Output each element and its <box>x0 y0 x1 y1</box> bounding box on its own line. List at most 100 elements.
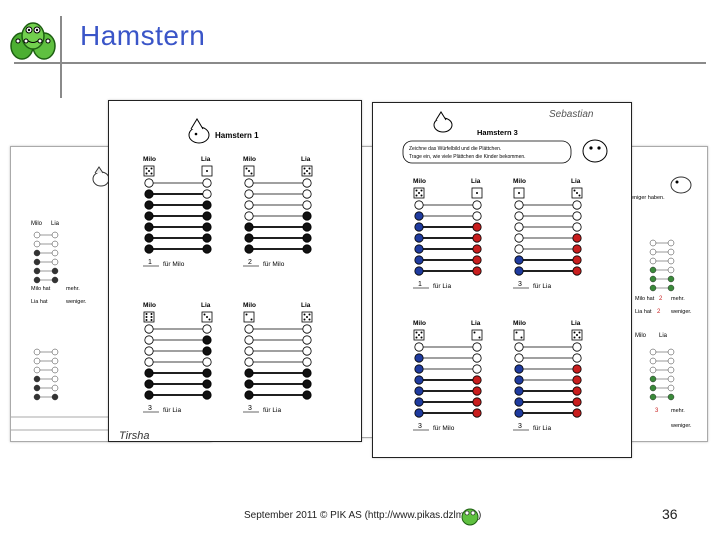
bg-counter <box>649 248 657 256</box>
die-pip <box>303 172 306 175</box>
counter-right <box>202 324 212 334</box>
child-name-left: Milo <box>513 178 526 185</box>
counter-right <box>302 368 312 378</box>
child-name-left: Milo <box>143 156 156 163</box>
bg-counter <box>667 266 675 274</box>
die-box <box>243 311 255 323</box>
counter-right <box>472 364 482 374</box>
page-number: 36 <box>662 506 678 522</box>
counter-left <box>244 379 254 389</box>
die-pip <box>473 331 476 334</box>
counter-left <box>144 189 154 199</box>
bg-left-label: weniger. <box>65 299 87 305</box>
counter-left <box>414 222 424 232</box>
bg-left-label: Milo <box>31 221 43 227</box>
counter-right <box>472 375 482 385</box>
counter-right <box>202 233 212 243</box>
counter-right <box>572 397 582 407</box>
die-pip <box>303 313 306 316</box>
counter-right <box>302 189 312 199</box>
counter-right <box>572 200 582 210</box>
counter-left <box>514 408 524 418</box>
counter-left <box>244 233 254 243</box>
bg-counter <box>649 366 657 374</box>
bg-counter <box>649 375 657 383</box>
bg-counter <box>51 276 59 284</box>
counter-left <box>414 266 424 276</box>
answer-label: für Milo <box>433 425 455 432</box>
bg-counter <box>667 384 675 392</box>
counter-left <box>514 255 524 265</box>
die-pip <box>415 189 418 192</box>
die-pip <box>573 331 576 334</box>
counter-panel: Milo Lia 1 für Milo <box>143 156 213 268</box>
answer-value: 3 <box>148 405 152 412</box>
bg-counter <box>33 366 41 374</box>
child-name-left: Milo <box>513 320 526 327</box>
counter-left <box>144 357 154 367</box>
counter-right <box>202 244 212 254</box>
slide-footer: September 2011 © PIK AS (http://www.pika… <box>244 510 482 521</box>
counter-left <box>244 357 254 367</box>
die-pip <box>573 189 576 192</box>
die-pip <box>576 334 578 336</box>
bg-counter <box>33 357 41 365</box>
counter-left <box>514 211 524 221</box>
counter-right <box>302 178 312 188</box>
bg-counter <box>51 231 59 239</box>
counter-left <box>144 390 154 400</box>
left-sheet-hamster-icon <box>92 166 110 187</box>
counter-right <box>202 222 212 232</box>
die-pip <box>578 331 581 334</box>
die-pip <box>206 170 208 172</box>
counter-left <box>244 346 254 356</box>
counter-panel: Milo Lia 2 für Milo <box>243 156 313 268</box>
die-pip <box>208 318 211 321</box>
child-name-right: Lia <box>301 302 311 309</box>
answer-label: für Lia <box>163 407 181 414</box>
counter-left <box>414 386 424 396</box>
counter-right <box>472 200 482 210</box>
child-name-right: Lia <box>201 302 211 309</box>
counter-right <box>572 342 582 352</box>
bg-counter <box>667 348 675 356</box>
counter-left <box>244 324 254 334</box>
bg-left-label: mehr. <box>66 286 80 292</box>
counter-right <box>472 266 482 276</box>
bg-counter <box>33 276 41 284</box>
answer-value: 3 <box>418 423 422 430</box>
bg-counter <box>649 348 657 356</box>
bg-counter <box>667 357 675 365</box>
worksheet-hamstern-3: Sebastian Hamstern 3 Zeichne das Würfelb… <box>372 102 632 458</box>
die-pip <box>145 167 148 170</box>
counter-right <box>472 222 482 232</box>
bg-left-label: Lia <box>51 221 60 227</box>
die-pip <box>150 316 153 318</box>
counter-right <box>472 233 482 243</box>
slide-title: Hamstern <box>80 20 206 51</box>
counter-left <box>514 364 524 374</box>
bg-counter <box>51 258 59 266</box>
counter-left <box>514 397 524 407</box>
counter-right <box>302 379 312 389</box>
die-box <box>513 329 525 341</box>
bg-counter <box>667 375 675 383</box>
counter-left <box>414 233 424 243</box>
counter-right <box>302 233 312 243</box>
svg-text:Tirsha: Tirsha <box>119 430 149 441</box>
counter-right <box>202 346 212 356</box>
counter-left <box>514 353 524 363</box>
die-pip <box>578 194 581 197</box>
die-pip <box>476 192 478 194</box>
counter-right <box>202 200 212 210</box>
counter-right <box>302 335 312 345</box>
counter-left <box>144 200 154 210</box>
bg-counter <box>33 375 41 383</box>
counter-left <box>144 178 154 188</box>
worksheet-hamstern-1: Hamstern 1 Milo Lia 1 für Milo Milo Lia 2 für M… <box>108 100 362 442</box>
bg-counter <box>649 384 657 392</box>
counter-panel: Milo Lia 3 für Lia <box>513 320 583 432</box>
counter-right <box>202 335 212 345</box>
counter-left <box>144 324 154 334</box>
right-sheet-hamster-icon <box>670 176 692 194</box>
